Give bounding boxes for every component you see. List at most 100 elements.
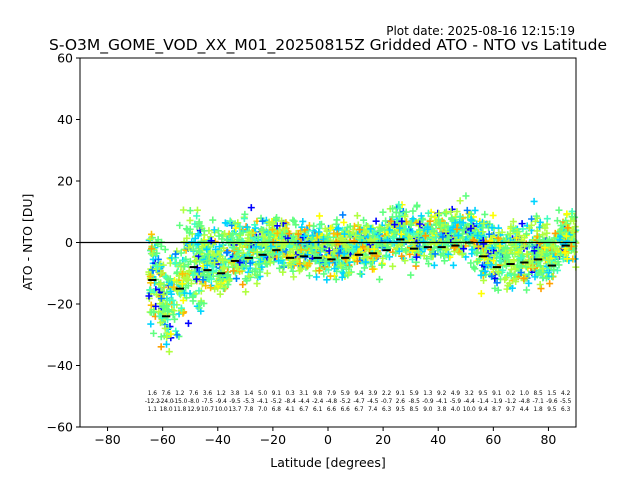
bin-stat-label: 1.5: [547, 391, 557, 397]
bin-stat-label: 1.1: [148, 407, 158, 413]
scatter-point: [189, 271, 197, 279]
bin-stat-label: 6.7: [354, 407, 364, 413]
bin-stat-label: -5.3: [243, 399, 255, 405]
scatter-point: [225, 276, 233, 284]
scatter-point: [382, 252, 390, 260]
scatter-point: [389, 234, 397, 242]
scatter-point: [481, 267, 489, 275]
scatter-point: [471, 206, 479, 214]
scatter-point: [192, 257, 200, 265]
scatter-point: [535, 269, 543, 277]
scatter-point: [387, 227, 395, 235]
scatter-point: [216, 290, 224, 298]
bin-stat-label: 3.8: [230, 391, 240, 397]
scatter-point: [564, 224, 572, 232]
scatter-point: [488, 272, 496, 280]
scatter-point: [183, 234, 191, 242]
scatter-point: [173, 278, 181, 286]
x-axis: −80 −60 −40 −20 0 20 40 60 80: [94, 427, 556, 447]
bin-stat-label: 8.5: [409, 407, 419, 413]
scatter-point: [284, 234, 292, 242]
scatter-point: [494, 286, 502, 294]
scatter-point: [157, 343, 165, 351]
scatter-point: [460, 226, 468, 234]
scatter-point: [323, 227, 331, 235]
bin-stat-label: 1.4: [244, 391, 254, 397]
scatter-point: [214, 227, 222, 235]
scatter-point: [513, 261, 521, 269]
scatter-point: [177, 249, 185, 257]
scatter-point: [462, 192, 470, 200]
scatter-point: [292, 221, 300, 229]
scatter-point: [277, 244, 285, 252]
scatter-point: [275, 257, 283, 265]
scatter-point: [212, 277, 220, 285]
scatter-point: [543, 229, 551, 237]
x-tick-label: −60: [149, 432, 175, 447]
scatter-point: [453, 225, 461, 233]
scatter-point: [145, 292, 153, 300]
scatter-point: [507, 223, 515, 231]
bin-stat-label: 12.9: [187, 407, 200, 413]
bin-stat-label: 8.5: [533, 391, 543, 397]
bin-stat-label: 9.1: [272, 391, 282, 397]
scatter-point: [313, 273, 321, 281]
scatter-point: [538, 249, 546, 257]
bin-stat-label: 1.2: [175, 391, 185, 397]
scatter-point: [195, 268, 203, 276]
scatter-point: [520, 234, 528, 242]
scatter-point: [517, 254, 525, 262]
bin-stat-label: 7.6: [161, 391, 171, 397]
scatter-point: [275, 250, 283, 258]
bin-stat-label: 5.9: [341, 391, 351, 397]
scatter-point: [571, 213, 579, 221]
bin-stat-label: 18.0: [160, 407, 173, 413]
bin-stat-label: 2.6: [396, 399, 406, 405]
scatter-point: [537, 285, 545, 293]
scatter-point: [416, 226, 424, 234]
scatter-point: [480, 240, 488, 248]
scatter-point: [193, 212, 201, 220]
scatter-point: [512, 278, 520, 286]
scatter-point: [530, 197, 538, 205]
scatter-point: [270, 258, 278, 266]
scatter-point: [431, 250, 439, 258]
scatter-point: [449, 261, 457, 269]
scatter-point: [322, 257, 330, 265]
scatter-point: [489, 211, 497, 219]
scatter-point: [369, 256, 377, 264]
scatter-point: [493, 279, 501, 287]
scatter-point: [409, 207, 417, 215]
bin-stat-label: -5.9: [450, 399, 462, 405]
scatter-point: [195, 230, 203, 238]
scatter-point: [439, 249, 447, 257]
scatter-point: [337, 244, 345, 252]
scatter-point: [332, 275, 340, 283]
x-axis-label: Latitude [degrees]: [270, 455, 386, 470]
scatter-point: [531, 273, 539, 281]
scatter-point: [534, 245, 542, 253]
scatter-point: [541, 224, 549, 232]
scatter-point: [362, 258, 370, 266]
scatter-point: [543, 250, 551, 258]
scatter-point: [398, 217, 406, 225]
scatter-point: [554, 258, 562, 266]
scatter-point: [436, 219, 444, 227]
scatter-point: [176, 291, 184, 299]
scatter-point: [185, 244, 193, 252]
scatter-point: [185, 267, 193, 275]
bin-stat-label: -8.5: [408, 399, 420, 405]
scatter-point: [330, 230, 338, 238]
scatter-point: [506, 279, 514, 287]
scatter-point: [488, 224, 496, 232]
scatter-point: [417, 212, 425, 220]
scatter-point: [410, 240, 418, 248]
bin-stat-label: -4.4: [298, 399, 310, 405]
scatter-point: [273, 222, 281, 230]
bin-stat-label: 6.6: [327, 407, 337, 413]
scatter-point: [539, 265, 547, 273]
bin-stat-label: -0.9: [422, 399, 434, 405]
scatter-point: [401, 257, 409, 265]
scatter-point: [308, 248, 316, 256]
